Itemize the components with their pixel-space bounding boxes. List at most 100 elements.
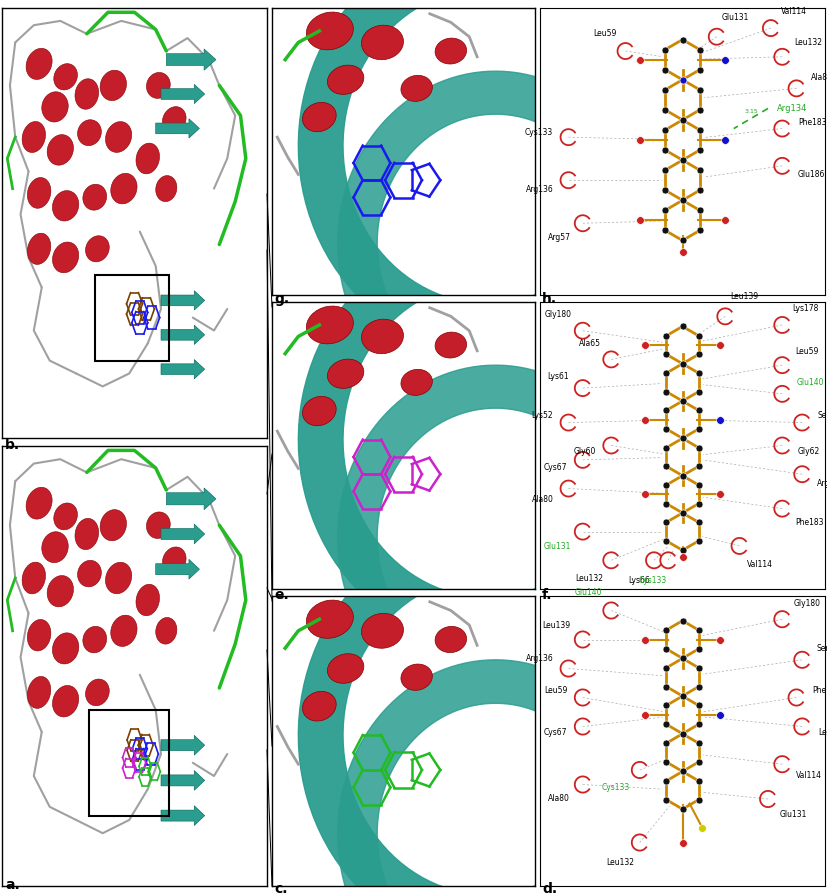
- FancyArrow shape: [161, 84, 205, 104]
- Ellipse shape: [22, 122, 45, 153]
- Ellipse shape: [136, 143, 160, 173]
- Text: Ala80: Ala80: [810, 73, 827, 82]
- Text: Leu132: Leu132: [576, 574, 604, 583]
- Ellipse shape: [85, 679, 109, 705]
- Text: Leu59: Leu59: [795, 347, 818, 356]
- Ellipse shape: [303, 691, 337, 721]
- Text: Ser137: Ser137: [816, 645, 827, 654]
- Ellipse shape: [106, 122, 131, 152]
- Ellipse shape: [327, 65, 364, 95]
- Text: Cys67: Cys67: [543, 729, 567, 738]
- Ellipse shape: [47, 135, 74, 165]
- Text: Ser137: Ser137: [818, 411, 827, 420]
- Ellipse shape: [401, 369, 433, 395]
- FancyArrow shape: [161, 735, 205, 755]
- FancyArrow shape: [161, 359, 205, 379]
- Polygon shape: [337, 365, 588, 638]
- Ellipse shape: [27, 233, 50, 265]
- Text: Gly180: Gly180: [545, 310, 572, 319]
- Ellipse shape: [146, 72, 170, 98]
- Ellipse shape: [435, 627, 466, 653]
- Ellipse shape: [83, 184, 107, 210]
- Text: Ala65: Ala65: [579, 339, 600, 348]
- Polygon shape: [337, 72, 588, 344]
- Text: a.: a.: [5, 878, 20, 892]
- Ellipse shape: [52, 686, 79, 717]
- Ellipse shape: [162, 547, 186, 574]
- Text: Glu186: Glu186: [797, 170, 825, 179]
- Ellipse shape: [401, 75, 433, 101]
- Ellipse shape: [100, 510, 127, 541]
- Text: Cys133: Cys133: [602, 782, 630, 791]
- Ellipse shape: [111, 615, 137, 646]
- Ellipse shape: [306, 306, 353, 344]
- Ellipse shape: [85, 236, 109, 262]
- Text: Ala80: Ala80: [548, 794, 570, 803]
- Text: Arg136: Arg136: [526, 654, 554, 662]
- Text: Lys66: Lys66: [629, 576, 650, 585]
- Ellipse shape: [136, 585, 160, 616]
- Text: b.: b.: [5, 438, 20, 452]
- Text: Leu130: Leu130: [818, 728, 827, 737]
- Text: Phe183: Phe183: [795, 518, 824, 527]
- Text: Arg136: Arg136: [526, 185, 554, 194]
- Ellipse shape: [42, 92, 68, 122]
- Text: c.: c.: [274, 882, 288, 894]
- Ellipse shape: [22, 562, 45, 594]
- FancyArrow shape: [161, 291, 205, 310]
- Ellipse shape: [47, 576, 74, 607]
- Text: Glu131: Glu131: [779, 810, 806, 819]
- Ellipse shape: [54, 63, 78, 90]
- Text: Leu139: Leu139: [542, 621, 570, 630]
- Text: h.: h.: [542, 292, 557, 306]
- Ellipse shape: [26, 487, 52, 519]
- Ellipse shape: [306, 600, 353, 638]
- Ellipse shape: [361, 319, 404, 354]
- Polygon shape: [299, 0, 574, 352]
- Text: Phe183: Phe183: [798, 118, 826, 127]
- Text: Arg136: Arg136: [817, 478, 827, 488]
- Bar: [95, 274, 169, 360]
- Ellipse shape: [162, 106, 186, 133]
- Text: Lys52: Lys52: [531, 411, 553, 420]
- Ellipse shape: [78, 561, 102, 586]
- Polygon shape: [337, 660, 588, 894]
- Text: Leu132: Leu132: [607, 857, 634, 866]
- Ellipse shape: [303, 396, 337, 426]
- Ellipse shape: [435, 332, 466, 358]
- Text: Glu140: Glu140: [796, 378, 824, 387]
- Polygon shape: [299, 529, 574, 894]
- Text: Leu59: Leu59: [594, 29, 617, 38]
- Text: g.: g.: [274, 292, 289, 306]
- Ellipse shape: [54, 503, 78, 530]
- Ellipse shape: [83, 627, 107, 653]
- FancyArrow shape: [161, 771, 205, 790]
- Text: Phe183: Phe183: [812, 686, 827, 696]
- Ellipse shape: [100, 71, 127, 101]
- Text: Gly60: Gly60: [573, 447, 595, 456]
- Ellipse shape: [401, 664, 433, 690]
- Text: Glu131: Glu131: [544, 543, 571, 552]
- Ellipse shape: [327, 359, 364, 388]
- Text: Val114: Val114: [796, 772, 822, 780]
- Text: Lys61: Lys61: [547, 372, 569, 381]
- Ellipse shape: [52, 242, 79, 273]
- Ellipse shape: [75, 519, 98, 550]
- Ellipse shape: [361, 25, 404, 60]
- Bar: [89, 710, 169, 815]
- Text: Leu59: Leu59: [544, 686, 567, 695]
- Text: Val114: Val114: [781, 7, 806, 16]
- Ellipse shape: [306, 12, 353, 50]
- Text: e.: e.: [274, 588, 289, 602]
- Polygon shape: [299, 236, 574, 646]
- Text: Gly62: Gly62: [798, 447, 820, 456]
- Text: Val114: Val114: [747, 560, 773, 569]
- Text: d.: d.: [542, 882, 557, 894]
- Text: Ala80: Ala80: [533, 495, 554, 504]
- Ellipse shape: [75, 79, 98, 109]
- Ellipse shape: [42, 532, 68, 562]
- Text: Lys178: Lys178: [792, 304, 819, 313]
- Text: f.: f.: [542, 588, 552, 602]
- Ellipse shape: [52, 633, 79, 664]
- Ellipse shape: [303, 103, 337, 131]
